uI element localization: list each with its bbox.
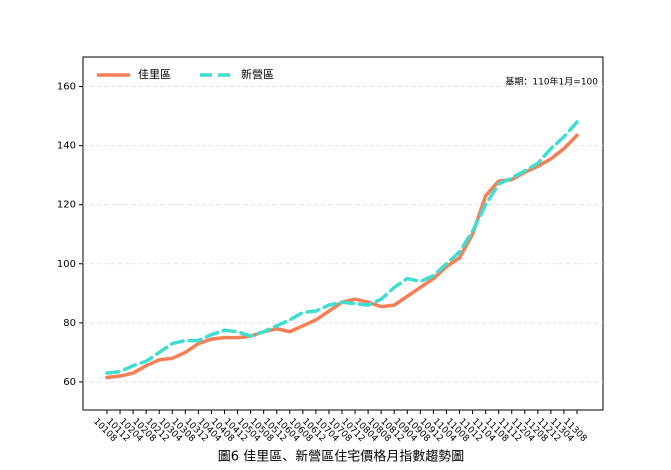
y-tick-label: 80 xyxy=(63,318,76,329)
data-line xyxy=(105,120,579,375)
y-tick-label: 160 xyxy=(57,82,76,93)
y-tick-label: 140 xyxy=(57,141,76,152)
annotation: 基期：110年1月=100 xyxy=(505,76,598,88)
legend-label: 新營區 xyxy=(241,67,274,81)
y-tick-label: 120 xyxy=(57,200,76,211)
y-tick-label: 60 xyxy=(63,377,76,388)
y-tick-label: 100 xyxy=(57,259,76,270)
legend-label: 佳里區 xyxy=(138,67,171,81)
plot-frame xyxy=(82,56,604,411)
chart-title: 圖6 佳里區、新營區住宅價格月指數趨勢圖 xyxy=(218,449,464,465)
